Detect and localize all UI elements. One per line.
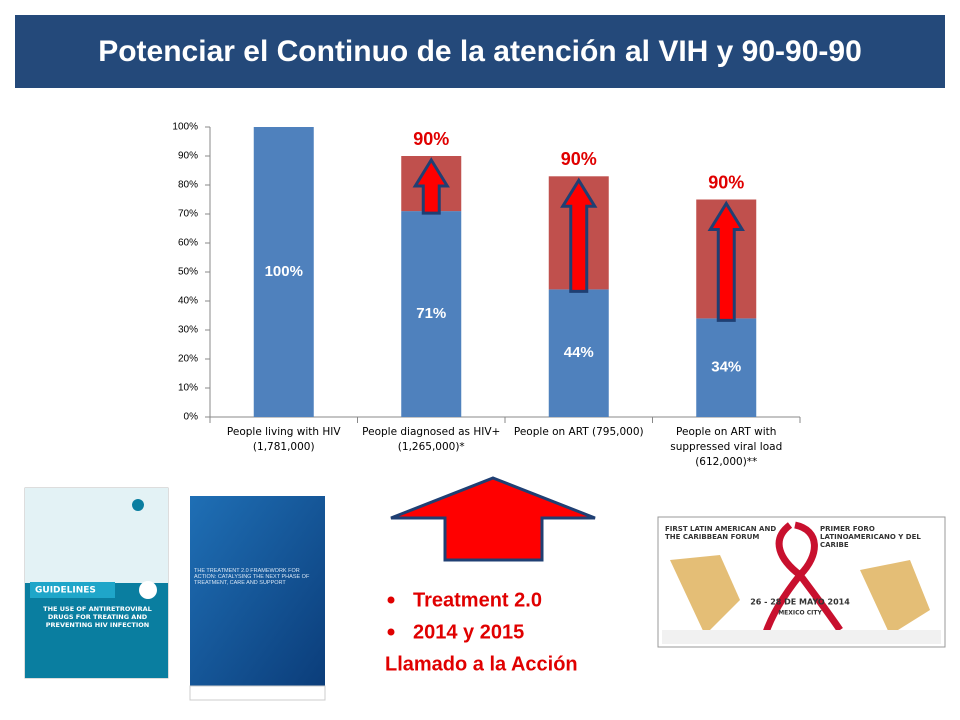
y-tick-label: 50% [178, 267, 198, 278]
bullet: Treatment 2.0 [413, 589, 542, 611]
y-tick-label: 40% [178, 296, 198, 307]
forum-dates: 26 - 28 DE MAYO 2014 [750, 598, 850, 607]
bar-segment [548, 289, 609, 417]
cover-label: GUIDELINES [35, 586, 96, 596]
title-banner [15, 15, 945, 88]
bullet: 2014 y 2015 [413, 621, 524, 643]
target-label: 90% [561, 149, 597, 169]
big-arrow [390, 476, 596, 562]
bar-segment [253, 127, 314, 417]
bar-segment [696, 318, 757, 417]
x-tick-label: People diagnosed as HIV+ (1,265,000)* [362, 426, 501, 454]
forum-right: PRIMER FORO LATINOAMERICANO Y DEL CARIBE [820, 525, 921, 549]
cover-title: THE TREATMENT 2.0 FRAMEWORK FOR ACTION: … [194, 568, 310, 586]
cover-title: THE USE OF ANTIRETROVIRAL DRUGS FOR TREA… [43, 605, 152, 629]
arrow [412, 157, 450, 215]
data-label: 71% [416, 305, 446, 322]
x-tick-label: People on ART (795,000) [513, 426, 644, 438]
arrow [707, 200, 745, 322]
forum-banner: FIRST LATIN AMERICAN AND THE CARIBBEAN F… [657, 516, 946, 648]
y-tick-label: 30% [178, 325, 198, 336]
bullet-dot [387, 628, 395, 636]
target-label: 90% [413, 129, 449, 149]
data-label: 100% [265, 263, 303, 280]
treatment-cover: THE TREATMENT 2.0 FRAMEWORK FOR ACTION: … [189, 496, 326, 701]
x-tick-label-box: People on ART (795,000) [513, 426, 644, 438]
y-tick-label: 0% [184, 412, 199, 423]
y-tick-label: 90% [178, 151, 198, 162]
who-cover: GUIDELINES THE USE OF ANTIRETROVIRAL DRU… [24, 487, 169, 679]
y-tick-label: 20% [178, 354, 198, 365]
arrow [560, 177, 598, 293]
y-tick-label: 100% [172, 122, 198, 133]
x-tick-label-box: People diagnosed as HIV+ (1,265,000)* [362, 426, 501, 454]
x-tick-label-box: People living with HIV (1,781,000) [226, 426, 341, 454]
y-tick-label: 60% [178, 238, 198, 249]
y-tick-label: 10% [178, 383, 198, 394]
call-to-action: Llamado a la Acción [385, 653, 578, 675]
x-tick-label: People living with HIV (1,781,000) [226, 426, 341, 454]
target-label: 90% [708, 172, 744, 192]
data-label: 44% [564, 344, 594, 361]
y-tick-label: 80% [178, 180, 198, 191]
y-tick-label: 70% [178, 209, 198, 220]
forum-left: FIRST LATIN AMERICAN AND THE CARIBBEAN F… [665, 525, 777, 541]
x-tick-label-box: People on ART with suppressed viral load… [670, 426, 783, 469]
x-tick-label: People on ART with suppressed viral load… [670, 426, 783, 469]
slide-title: Potenciar el Continuo de la atención al … [98, 35, 862, 68]
bar-segment [401, 211, 462, 417]
bullet-dot [387, 596, 395, 604]
data-label: 34% [711, 359, 741, 376]
forum-city: MEXICO CITY [778, 610, 822, 617]
